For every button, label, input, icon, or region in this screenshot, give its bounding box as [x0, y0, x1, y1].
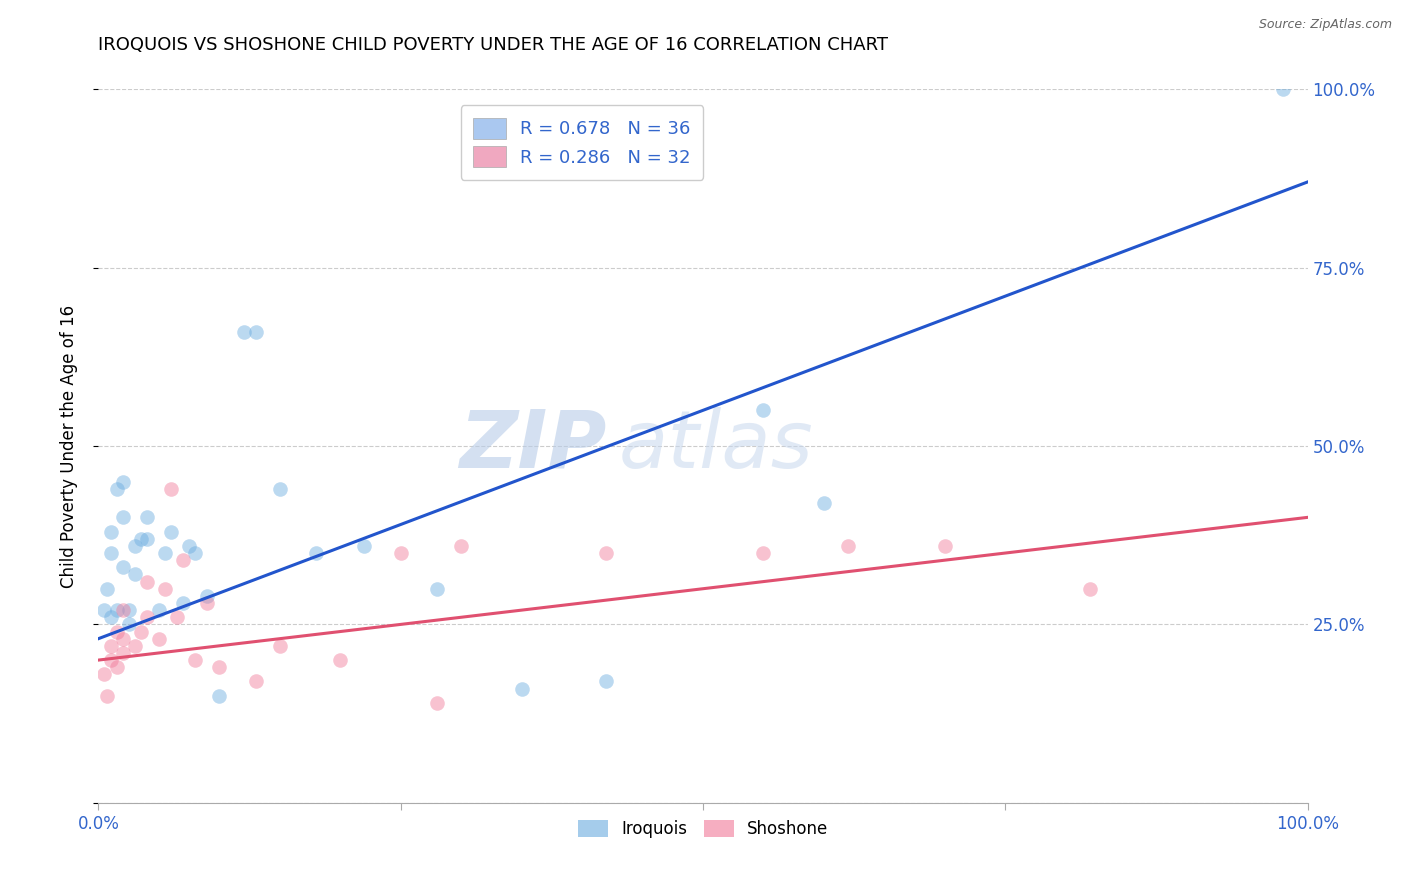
Point	[172, 596, 194, 610]
Point	[1272, 82, 1295, 96]
Y-axis label: Child Poverty Under the Age of 16: Child Poverty Under the Age of 16	[59, 304, 77, 588]
Point	[135, 510, 157, 524]
Point	[100, 546, 122, 560]
Point	[245, 325, 267, 339]
Point	[105, 603, 128, 617]
Point	[100, 524, 122, 539]
Legend: Iroquois, Shoshone: Iroquois, Shoshone	[571, 813, 835, 845]
Point	[100, 610, 122, 624]
Point	[184, 653, 207, 667]
Point	[111, 475, 134, 489]
Point	[269, 482, 291, 496]
Point	[93, 667, 115, 681]
Point	[129, 532, 152, 546]
Text: ZIP: ZIP	[458, 407, 606, 485]
Point	[232, 325, 254, 339]
Point	[124, 567, 146, 582]
Point	[305, 546, 328, 560]
Text: atlas: atlas	[619, 407, 813, 485]
Point	[135, 574, 157, 589]
Point	[105, 482, 128, 496]
Point	[426, 582, 449, 596]
Point	[93, 603, 115, 617]
Point	[100, 653, 122, 667]
Point	[837, 539, 859, 553]
Point	[111, 632, 134, 646]
Point	[148, 632, 170, 646]
Point	[353, 539, 375, 553]
Text: Source: ZipAtlas.com: Source: ZipAtlas.com	[1258, 18, 1392, 31]
Point	[96, 582, 118, 596]
Point	[166, 610, 188, 624]
Point	[172, 553, 194, 567]
Point	[813, 496, 835, 510]
Point	[135, 532, 157, 546]
Point	[195, 589, 218, 603]
Point	[389, 546, 412, 560]
Point	[595, 546, 617, 560]
Point	[105, 624, 128, 639]
Point	[118, 603, 141, 617]
Point	[1078, 582, 1101, 596]
Point	[195, 596, 218, 610]
Text: IROQUOIS VS SHOSHONE CHILD POVERTY UNDER THE AGE OF 16 CORRELATION CHART: IROQUOIS VS SHOSHONE CHILD POVERTY UNDER…	[98, 36, 889, 54]
Point	[208, 689, 231, 703]
Point	[129, 624, 152, 639]
Point	[752, 403, 775, 417]
Point	[111, 646, 134, 660]
Point	[934, 539, 956, 553]
Point	[111, 603, 134, 617]
Point	[329, 653, 352, 667]
Point	[153, 546, 176, 560]
Point	[208, 660, 231, 674]
Point	[179, 539, 201, 553]
Point	[752, 546, 775, 560]
Point	[153, 582, 176, 596]
Point	[124, 539, 146, 553]
Point	[148, 603, 170, 617]
Point	[111, 510, 134, 524]
Point	[450, 539, 472, 553]
Point	[111, 560, 134, 574]
Point	[595, 674, 617, 689]
Point	[96, 689, 118, 703]
Point	[160, 524, 183, 539]
Point	[269, 639, 291, 653]
Point	[245, 674, 267, 689]
Point	[510, 681, 533, 696]
Point	[100, 639, 122, 653]
Point	[124, 639, 146, 653]
Point	[105, 660, 128, 674]
Point	[426, 696, 449, 710]
Point	[118, 617, 141, 632]
Point	[160, 482, 183, 496]
Point	[184, 546, 207, 560]
Point	[135, 610, 157, 624]
